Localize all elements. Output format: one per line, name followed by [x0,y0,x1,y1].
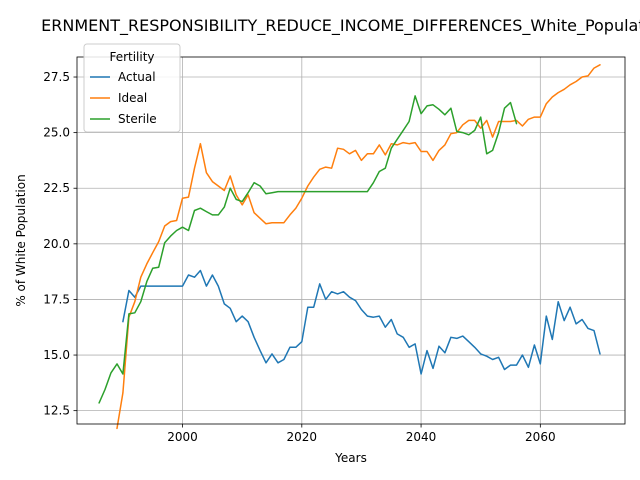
y-tick-label: 17.5 [43,292,70,306]
x-axis-ticks: 2000 2020 2040 2060 [167,424,556,444]
x-tick-label: 2020 [287,430,318,444]
y-axis-label: % of White Population [14,174,28,306]
y-tick-label: 20.0 [43,237,70,251]
y-tick-label: 12.5 [43,404,70,418]
series-line-ideal [116,64,601,430]
y-tick-label: 27.5 [43,70,70,84]
series-line-actual [122,269,601,375]
legend-title: Fertility [109,50,154,64]
x-tick-label: 2000 [167,430,198,444]
plot-frame [76,56,626,425]
legend: Fertility Actual Ideal Sterile [83,43,181,133]
x-tick-label: 2040 [406,430,437,444]
series-lines [98,64,601,430]
y-tick-label: 25.0 [43,126,70,140]
y-tick-label: 15.0 [43,348,70,362]
series-line-sterile [98,95,518,404]
legend-label-actual: Actual [118,70,156,84]
y-tick-label: 22.5 [43,181,70,195]
x-tick-label: 2060 [525,430,556,444]
legend-label-sterile: Sterile [118,112,157,126]
x-axis-label: Years [334,451,367,465]
y-axis-ticks: 12.5 15.0 17.5 20.0 22.5 25.0 27.5 [43,70,77,418]
legend-box [83,43,181,133]
chart-title: ERNMENT_RESPONSIBILITY_REDUCE_INCOME_DIF… [41,16,640,36]
grid-lines [77,57,625,424]
legend-label-ideal: Ideal [118,91,147,105]
